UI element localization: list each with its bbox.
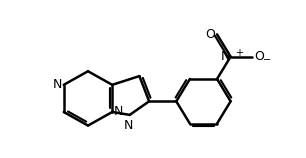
Text: N: N — [220, 50, 230, 63]
Text: +: + — [235, 48, 243, 58]
Text: O: O — [254, 50, 264, 63]
Text: O: O — [205, 28, 215, 41]
Text: N: N — [114, 106, 124, 118]
Text: N: N — [124, 119, 133, 132]
Text: N: N — [52, 78, 62, 91]
Text: −: − — [263, 55, 271, 65]
